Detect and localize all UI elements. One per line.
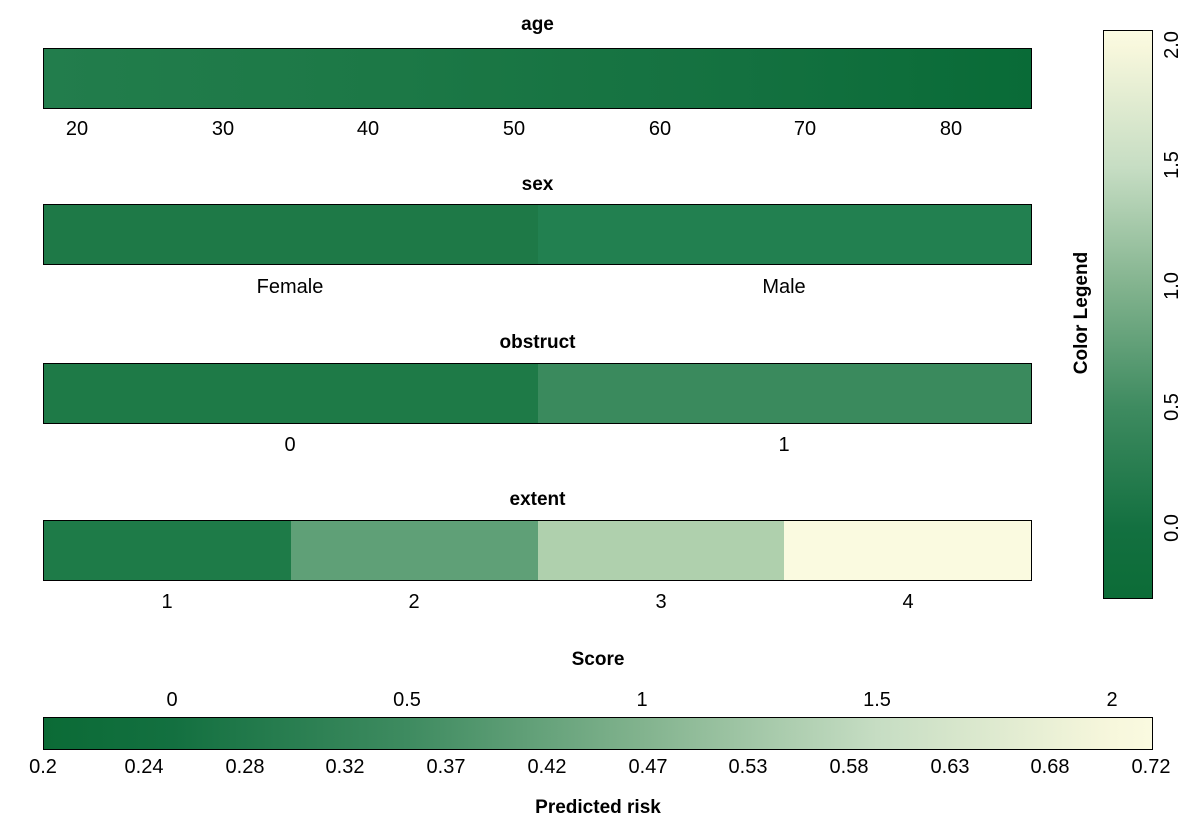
extent-label-1: 1 (161, 591, 173, 613)
extent-label-4: 4 (902, 591, 914, 613)
obstruct-segment-1 (537, 364, 1031, 423)
risk-tick-063: 0.63 (930, 756, 970, 778)
score-gradient-bar (43, 717, 1153, 750)
extent-segment-4 (784, 521, 1031, 580)
risk-tick-047: 0.47 (628, 756, 668, 778)
age-tick-60: 60 (648, 118, 672, 140)
age-color-strip (43, 48, 1032, 109)
age-tick-20: 20 (65, 118, 89, 140)
score-tick-15: 1.5 (863, 689, 891, 711)
legend-tick-00: 0.0 (1161, 514, 1183, 542)
risk-tick-072: 0.72 (1131, 756, 1171, 778)
age-panel-title: age (521, 14, 554, 35)
score-axis-title: Score (571, 649, 625, 670)
age-tick-70: 70 (793, 118, 817, 140)
sex-label-male: Male (762, 276, 806, 298)
risk-tick-042: 0.42 (527, 756, 567, 778)
risk-tick-028: 0.28 (225, 756, 265, 778)
score-tick-2: 2 (1106, 689, 1118, 711)
extent-segment-2 (290, 521, 538, 580)
risk-tick-058: 0.58 (829, 756, 869, 778)
age-tick-40: 40 (356, 118, 380, 140)
risk-tick-032: 0.32 (325, 756, 365, 778)
extent-color-strip (43, 520, 1032, 581)
legend-tick-15: 1.5 (1161, 151, 1183, 179)
score-tick-0: 0 (166, 689, 178, 711)
risk-tick-020: 0.2 (29, 756, 57, 778)
obstruct-panel-title: obstruct (499, 332, 576, 353)
sex-segment-male (537, 205, 1031, 264)
color-legend-gradient-bar (1103, 30, 1153, 599)
risk-tick-024: 0.24 (124, 756, 164, 778)
legend-tick-10: 1.0 (1161, 272, 1183, 300)
risk-tick-068: 0.68 (1030, 756, 1070, 778)
age-tick-50: 50 (502, 118, 526, 140)
risk-tick-037: 0.37 (426, 756, 466, 778)
sex-panel-title: sex (521, 174, 554, 195)
sex-segment-female (44, 205, 538, 264)
obstruct-label-0: 0 (284, 434, 296, 456)
sex-label-female: Female (256, 276, 324, 298)
extent-panel-title: extent (509, 489, 566, 510)
predicted-risk-axis-title: Predicted risk (535, 797, 661, 818)
obstruct-segment-0 (44, 364, 538, 423)
legend-tick-20: 2.0 (1161, 31, 1183, 59)
age-tick-80: 80 (939, 118, 963, 140)
sex-color-strip (43, 204, 1032, 265)
score-tick-05: 0.5 (393, 689, 421, 711)
legend-tick-05: 0.5 (1161, 393, 1183, 421)
extent-segment-3 (537, 521, 785, 580)
obstruct-color-strip (43, 363, 1032, 424)
score-tick-1: 1 (636, 689, 648, 711)
extent-segment-1 (44, 521, 291, 580)
color-legend-title: Color Legend (1071, 251, 1092, 375)
obstruct-label-1: 1 (778, 434, 790, 456)
extent-label-2: 2 (408, 591, 420, 613)
age-tick-30: 30 (211, 118, 235, 140)
extent-label-3: 3 (655, 591, 667, 613)
risk-tick-053: 0.53 (728, 756, 768, 778)
